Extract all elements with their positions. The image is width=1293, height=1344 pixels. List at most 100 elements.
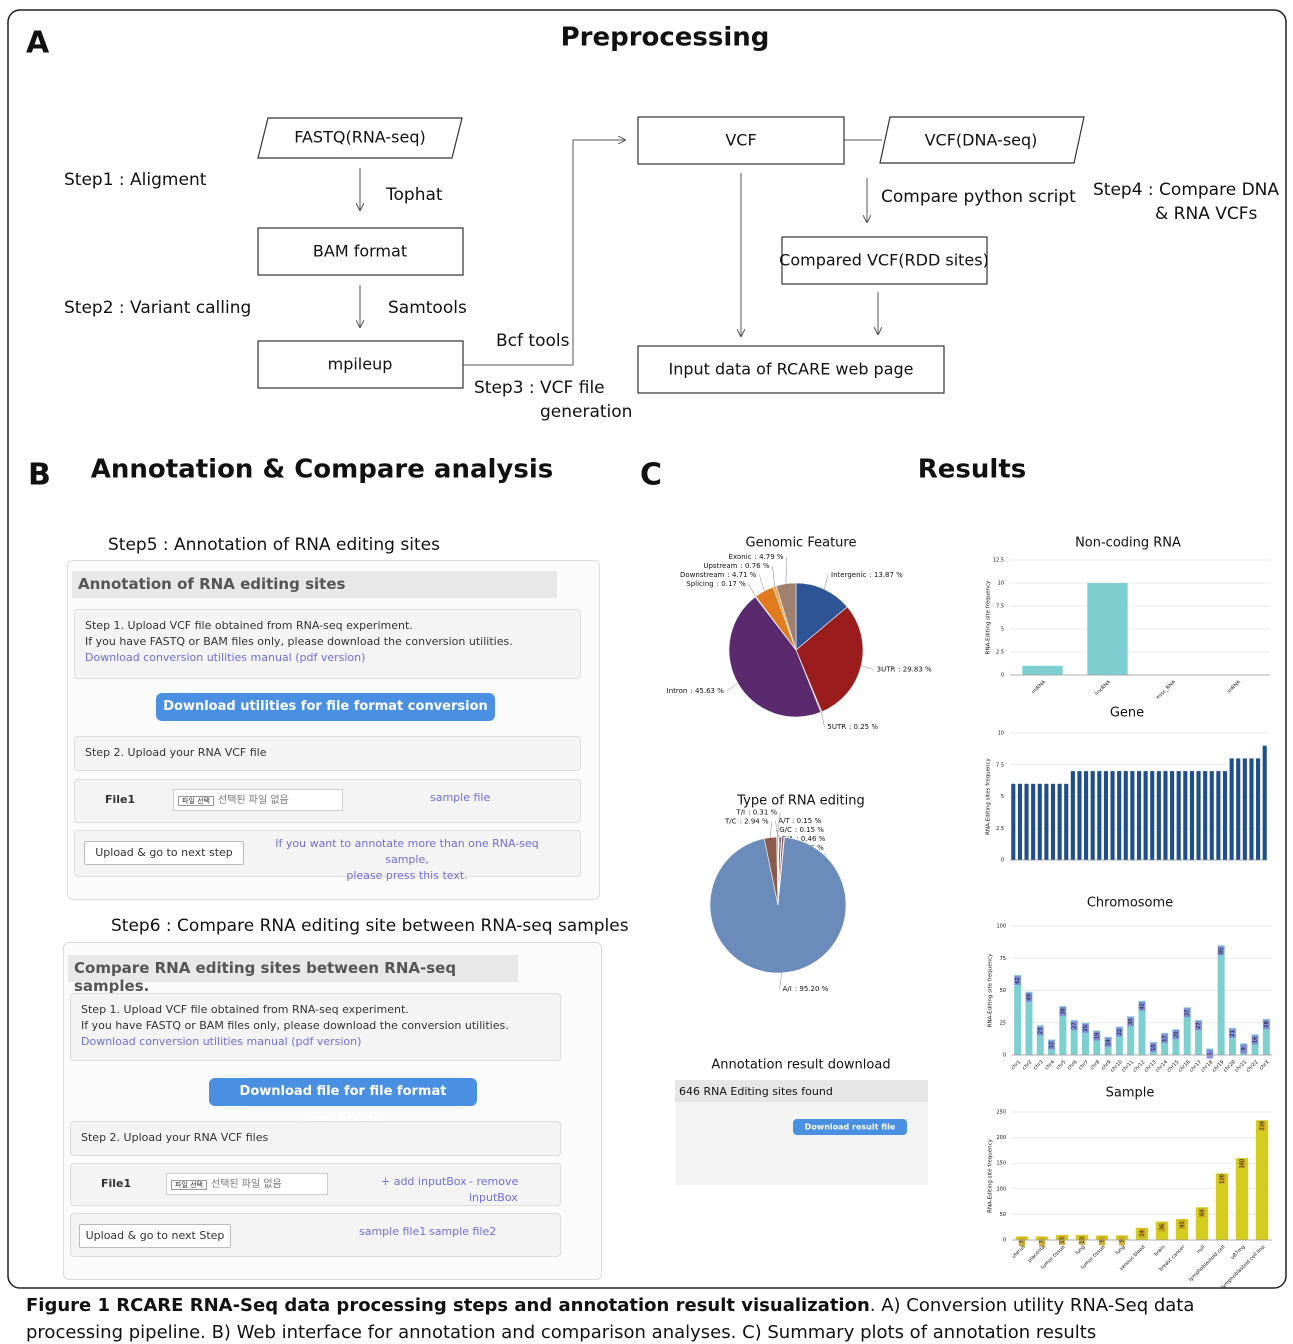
bar	[1124, 771, 1128, 860]
bar	[1044, 784, 1048, 860]
figure: A Preprocessing FASTQ(RNA-seq) BAM forma…	[0, 0, 1293, 1344]
slice-name: Exonic	[729, 553, 752, 561]
y-tick-label: 5	[1001, 794, 1004, 800]
data-label: 49	[1026, 994, 1032, 1000]
file-button[interactable]: 파일 선택	[178, 796, 214, 806]
bar	[1117, 771, 1121, 860]
add-input-link[interactable]: + add inputBox	[381, 1174, 467, 1190]
file-status: 선택된 파일 없음	[218, 795, 289, 806]
node-label: VCF(DNA-seq)	[925, 131, 1038, 150]
slice-value: : 0.15 %	[792, 817, 821, 825]
x-tick-label: null	[1196, 1244, 1207, 1255]
data-label: 38	[1060, 1008, 1066, 1014]
slice-label: Exonic: 4.79 %	[729, 553, 784, 561]
bar	[1014, 975, 1021, 1055]
leader-line	[821, 712, 824, 727]
data-label: 12	[1049, 1042, 1055, 1048]
text-line: Step 1. Upload VCF file obtained from RN…	[81, 1003, 409, 1016]
step-label: Step6 : Compare RNA editing site between…	[111, 916, 629, 936]
y-tick-label: 200	[996, 1135, 1006, 1141]
manual-link[interactable]: Download conversion utilities manual (pd…	[81, 1035, 361, 1048]
data-label: 9	[1241, 1047, 1247, 1050]
step-label: & RNA VCFs	[1155, 204, 1258, 224]
step-label: Step3 : VCF file	[474, 378, 605, 398]
panel-label: B	[28, 458, 51, 493]
slice-value: : 29.83 %	[898, 666, 932, 674]
file-button[interactable]: 파일 선택	[171, 1180, 207, 1190]
y-tick-label: 250	[996, 1110, 1006, 1116]
bar	[1011, 784, 1015, 860]
slice-name: Intergenic	[831, 571, 866, 579]
text-line: Step 1. Upload VCF file obtained from RN…	[85, 619, 413, 632]
multi-sample-note[interactable]: If you want to annotate more than one RN…	[257, 836, 557, 884]
panel-title: Results	[918, 455, 1026, 485]
sample-link[interactable]: sample file1	[359, 1224, 426, 1240]
chart-title: Non-coding RNA	[1075, 536, 1181, 551]
x-tick-label: chr2	[1021, 1059, 1033, 1071]
data-label: 28	[1264, 1021, 1270, 1027]
text-line[interactable]: please press this text.	[346, 869, 467, 882]
y-tick-label: 100	[996, 924, 1006, 930]
upload-button[interactable]: Upload & go to next step	[84, 841, 244, 865]
file-input[interactable]: 파일 선택 선택된 파일 없음	[173, 789, 343, 811]
slice-value: : 45.63 %	[690, 687, 724, 695]
data-label: 30	[1128, 1019, 1134, 1025]
bar	[1170, 771, 1174, 860]
download-status: 646 RNA Editing sites found	[679, 1085, 833, 1098]
bar	[1110, 771, 1114, 860]
sample-link[interactable]: sample file2	[429, 1224, 496, 1240]
bar	[1051, 784, 1055, 860]
download-title: Annotation result download	[711, 1058, 890, 1073]
data-label: 10	[1151, 1044, 1157, 1050]
bar	[1064, 784, 1068, 860]
data-label: 19	[1094, 1033, 1100, 1039]
leader-line	[780, 973, 782, 989]
download-button-label[interactable]: Download result file	[805, 1123, 896, 1132]
x-tick-label: miRNA	[1031, 679, 1048, 696]
data-label: 10	[1080, 1237, 1086, 1243]
y-tick-label: 12.5	[993, 558, 1004, 564]
data-label: 234	[1260, 1121, 1266, 1131]
text-line[interactable]: If you want to annotate more than one RN…	[275, 837, 538, 866]
x-tick-label: chr4	[1044, 1059, 1056, 1071]
data-label: 21	[1230, 1030, 1236, 1036]
download-button[interactable]: Download file for file format conversion	[209, 1078, 477, 1106]
manual-link[interactable]: Download conversion utilities manual (pd…	[85, 651, 365, 664]
bar	[1144, 771, 1148, 860]
y-axis-label: RNA-Editing site frequency	[988, 953, 994, 1027]
upload-button[interactable]: Upload & go to next Step	[79, 1224, 231, 1248]
flow-text: FASTQ(RNA-seq) BAM format mpileup VCF VC…	[64, 128, 1279, 423]
panel-title: Annotation & Compare analysis	[91, 455, 554, 485]
file-row: File1 파일 선택선택된 파일 없음 + add inputBox - re…	[70, 1163, 561, 1206]
bar	[1077, 771, 1081, 860]
slice-name: Intron	[667, 687, 688, 695]
y-tick-label: 0	[1001, 858, 1004, 864]
x-tick-label: chr5	[1055, 1059, 1067, 1071]
download-button[interactable]: Download utilities for file format conve…	[156, 693, 495, 721]
slice-value: : 0.31 %	[748, 809, 777, 817]
node-label: BAM format	[313, 242, 407, 261]
bar	[1087, 583, 1127, 675]
slice-value: : 4.71 %	[727, 571, 756, 579]
chart-title: Type of RNA editing	[736, 794, 865, 809]
x-tick-label: chr7	[1078, 1059, 1090, 1071]
data-label: 7	[1040, 1240, 1046, 1243]
slice-name: Splicing	[686, 580, 713, 588]
x-tick-label: lymphoblastoid cell	[1188, 1244, 1227, 1283]
data-label: 25	[1083, 1025, 1089, 1031]
data-label: 27	[1196, 1022, 1202, 1028]
remove-input-link[interactable]: - remove inputBox	[469, 1174, 560, 1206]
y-tick-label: 10	[998, 581, 1004, 587]
bar	[1263, 746, 1267, 860]
bar	[1256, 758, 1260, 860]
file-row: File1 파일 선택선택된 파일 없음 sample file	[74, 779, 581, 823]
sample-link[interactable]: sample file	[430, 790, 490, 806]
bar	[1230, 758, 1234, 860]
data-label: 160	[1240, 1159, 1246, 1169]
slice-name: G/C	[779, 826, 792, 834]
bar	[1190, 771, 1194, 860]
slice-label: Intergenic: 13.87 %	[831, 571, 903, 579]
node-label: Compared VCF(RDD sites)	[779, 251, 989, 270]
y-tick-label: 25	[1000, 1020, 1006, 1026]
